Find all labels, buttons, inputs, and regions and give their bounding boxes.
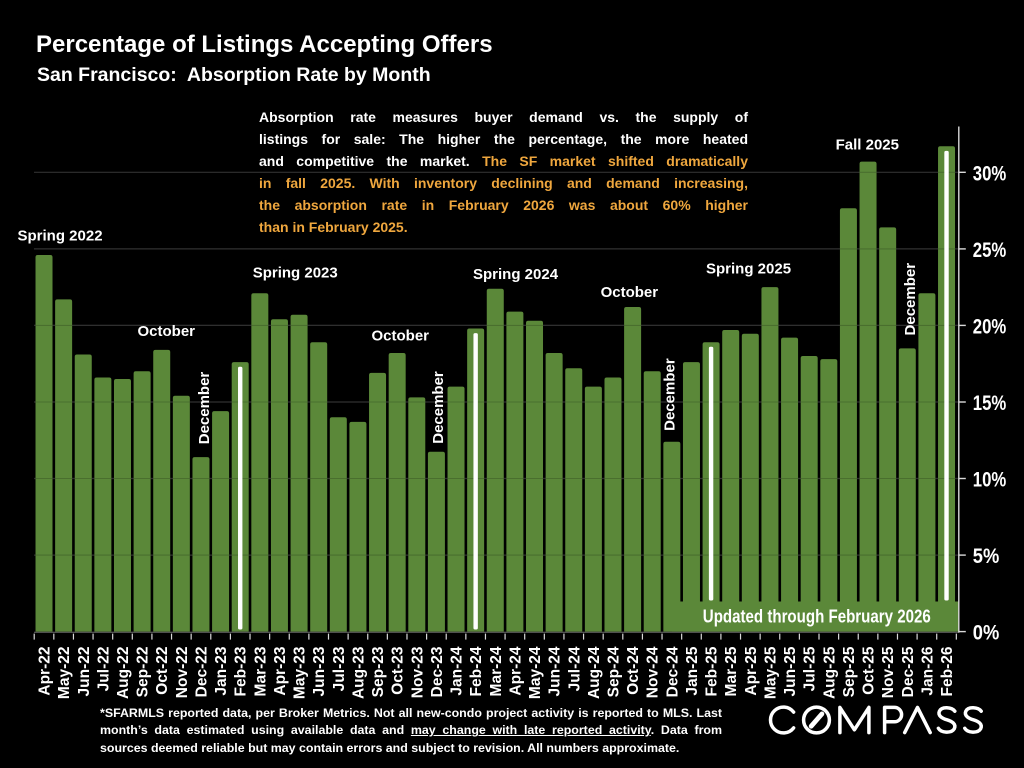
svg-text:Dec-23: Dec-23 [429,646,446,697]
svg-text:Updated through February 2026: Updated through February 2026 [703,607,931,627]
svg-text:Jun-25: Jun-25 [782,646,799,696]
svg-text:Mar-24: Mar-24 [488,646,505,696]
svg-text:Jun-23: Jun-23 [311,646,328,696]
svg-text:December: December [196,372,213,445]
svg-text:Mar-23: Mar-23 [252,646,269,696]
svg-text:Aug-23: Aug-23 [350,646,367,699]
svg-text:December: December [662,358,679,431]
svg-text:May-25: May-25 [762,646,779,699]
svg-text:10%: 10% [973,469,1007,492]
svg-text:Feb-25: Feb-25 [704,646,721,696]
svg-text:Aug-25: Aug-25 [821,646,838,699]
svg-text:Apr-24: Apr-24 [507,646,524,695]
svg-text:Aug-24: Aug-24 [586,646,603,699]
svg-text:October: October [372,328,430,345]
svg-text:October: October [138,323,196,340]
svg-text:Jul-23: Jul-23 [331,646,348,691]
svg-text:Jul-24: Jul-24 [566,646,583,691]
svg-text:Dec-22: Dec-22 [193,647,210,698]
svg-text:Nov-24: Nov-24 [645,646,662,698]
svg-text:Jun-24: Jun-24 [547,646,564,696]
svg-text:0%: 0% [973,622,1000,645]
svg-text:Spring 2025: Spring 2025 [706,261,791,278]
svg-text:Oct-25: Oct-25 [861,646,878,695]
svg-text:Apr-22: Apr-22 [37,647,54,696]
svg-text:Jul-22: Jul-22 [95,647,112,692]
svg-text:May-23: May-23 [292,646,309,699]
svg-text:Feb-23: Feb-23 [233,646,250,696]
svg-text:Jan-26: Jan-26 [919,646,936,695]
svg-text:5%: 5% [973,545,1000,568]
svg-text:Spring 2022: Spring 2022 [18,228,103,245]
svg-text:Apr-23: Apr-23 [272,646,289,695]
svg-text:Sep-22: Sep-22 [135,647,152,698]
svg-text:Nov-23: Nov-23 [409,646,426,698]
svg-text:Nov-22: Nov-22 [174,647,191,699]
svg-text:15%: 15% [973,392,1007,415]
svg-text:20%: 20% [973,315,1007,338]
svg-text:December: December [430,371,447,444]
svg-text:Fall 2025: Fall 2025 [836,137,899,154]
svg-text:Sep-24: Sep-24 [605,646,622,697]
svg-text:Feb-26: Feb-26 [939,646,956,696]
svg-text:Spring 2024: Spring 2024 [473,266,559,283]
svg-text:Dec-24: Dec-24 [664,646,681,697]
svg-text:Jan-23: Jan-23 [213,646,230,695]
svg-text:Jan-25: Jan-25 [684,646,701,695]
svg-text:Oct-24: Oct-24 [625,646,642,695]
svg-text:Feb-24: Feb-24 [468,646,485,696]
svg-text:Oct-23: Oct-23 [390,646,407,695]
svg-text:October: October [601,284,659,301]
svg-text:Jul-25: Jul-25 [802,646,819,691]
svg-text:Dec-25: Dec-25 [900,646,917,697]
svg-text:Sep-23: Sep-23 [370,646,387,697]
svg-text:25%: 25% [973,239,1007,262]
svg-text:Mar-25: Mar-25 [723,646,740,696]
svg-text:Oct-22: Oct-22 [154,647,171,695]
svg-text:Jun-22: Jun-22 [76,647,93,697]
svg-text:Apr-25: Apr-25 [743,646,760,695]
svg-text:Aug-22: Aug-22 [115,647,132,700]
svg-text:Nov-25: Nov-25 [880,646,897,698]
svg-text:May-22: May-22 [56,647,73,700]
svg-text:Spring 2023: Spring 2023 [253,265,338,282]
svg-text:30%: 30% [973,162,1007,185]
svg-text:Sep-25: Sep-25 [841,646,858,697]
svg-text:December: December [902,263,919,336]
svg-text:Jan-24: Jan-24 [449,646,466,695]
svg-text:May-24: May-24 [527,646,544,699]
